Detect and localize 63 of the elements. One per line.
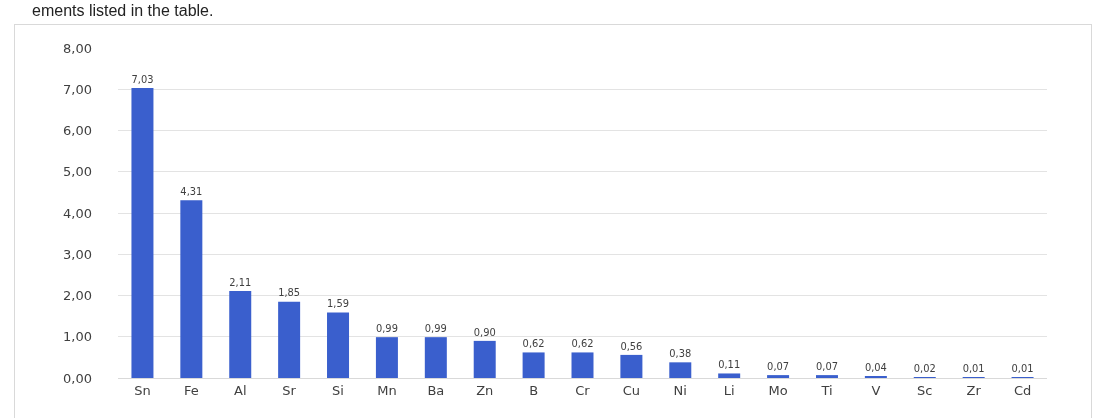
y-tick-label: 0,00 <box>63 370 92 386</box>
data-label: 0,38 <box>669 348 692 360</box>
data-label: 0,56 <box>620 340 643 352</box>
bar <box>815 375 838 378</box>
x-tick-label: Sn <box>134 382 151 398</box>
bar <box>620 354 643 378</box>
x-tick-label: Ni <box>673 382 687 398</box>
y-tick-label: 5,00 <box>63 164 92 180</box>
bar <box>424 337 447 378</box>
x-tick-label: Sc <box>917 382 933 398</box>
data-label: 0,99 <box>424 322 447 334</box>
x-tick-label: Ti <box>820 382 833 398</box>
x-tick-label: Sr <box>282 382 297 398</box>
x-tick-label: Li <box>723 382 735 398</box>
data-label: 0,90 <box>473 326 496 338</box>
y-tick-label: 2,00 <box>63 288 92 304</box>
y-tick-label: 8,00 <box>63 40 92 56</box>
data-label: 1,59 <box>327 298 350 310</box>
x-tick-label: Zn <box>476 382 494 398</box>
bar <box>669 362 692 378</box>
data-label: 7,03 <box>131 73 154 85</box>
x-tick-label: Al <box>233 382 247 398</box>
data-label: 0,02 <box>913 362 936 374</box>
data-label: 1,85 <box>278 287 301 299</box>
x-tick-label: Cu <box>622 382 641 398</box>
bar <box>229 290 252 378</box>
bar <box>473 340 496 378</box>
bar <box>571 352 594 378</box>
data-label: 0,99 <box>375 322 398 334</box>
data-label: 0,11 <box>718 359 741 371</box>
bar <box>767 375 790 378</box>
x-tick-label: B <box>529 382 539 398</box>
x-tick-label: V <box>871 382 881 398</box>
y-tick-label: 3,00 <box>63 246 92 262</box>
x-tick-label: Si <box>332 382 344 398</box>
x-tick-label: Fe <box>183 382 199 398</box>
x-tick-label: Zr <box>966 382 982 398</box>
y-tick-label: 4,00 <box>63 205 92 221</box>
data-label: 0,62 <box>571 338 594 350</box>
bar <box>718 373 741 378</box>
data-label: 0,07 <box>815 360 838 372</box>
data-label: 2,11 <box>229 276 252 288</box>
data-label: 4,31 <box>180 185 203 197</box>
bar <box>327 312 350 378</box>
data-label: 0,07 <box>767 360 790 372</box>
bar <box>278 301 301 378</box>
y-tick-label: 7,00 <box>63 81 92 97</box>
x-tick-label: Cd <box>1013 382 1032 398</box>
x-tick-label: Cr <box>575 382 591 398</box>
y-tick-label: 6,00 <box>63 123 92 139</box>
text: ements listed in the table. <box>32 2 214 19</box>
data-label: 0,04 <box>864 361 887 373</box>
data-label: 0,62 <box>522 338 545 350</box>
bar <box>375 337 398 378</box>
y-tick-label: 1,00 <box>63 329 92 345</box>
data-label: 0,01 <box>962 362 985 374</box>
bar <box>131 88 154 378</box>
bar <box>522 352 545 378</box>
bar <box>180 200 203 378</box>
x-tick-label: Mo <box>768 382 788 398</box>
data-label: 0,01 <box>1011 362 1034 374</box>
x-tick-label: Mn <box>377 382 397 398</box>
x-tick-label: Ba <box>427 382 445 398</box>
